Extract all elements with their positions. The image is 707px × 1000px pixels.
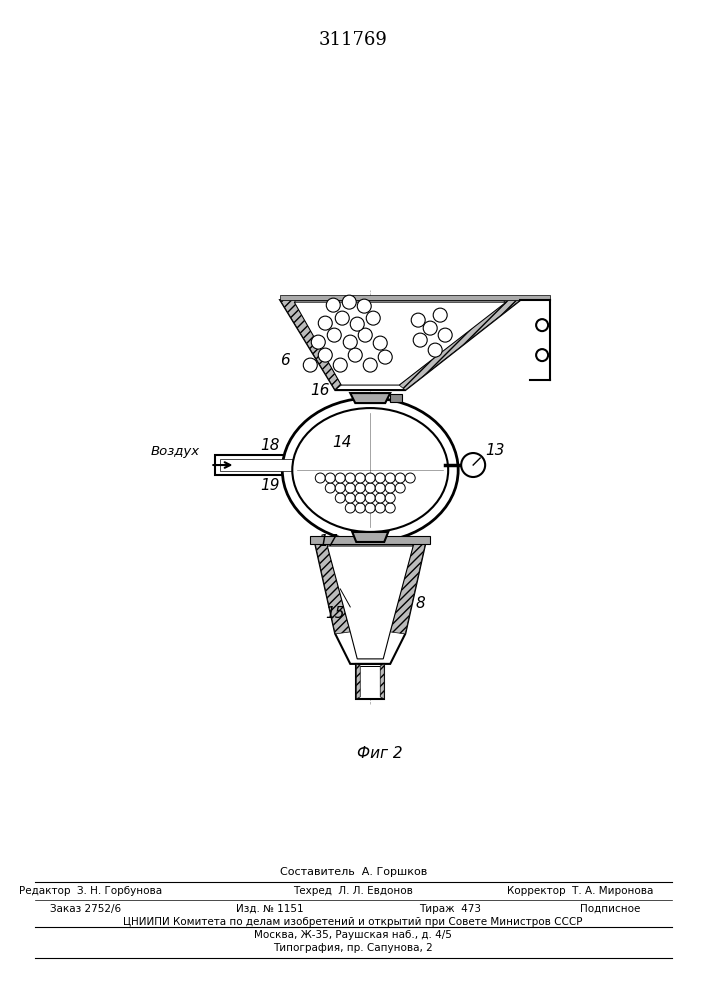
- Circle shape: [344, 335, 357, 349]
- Polygon shape: [380, 664, 384, 699]
- Circle shape: [355, 473, 366, 483]
- Polygon shape: [352, 532, 388, 542]
- Text: 19: 19: [261, 478, 280, 493]
- Circle shape: [335, 311, 349, 325]
- Text: Техред  Л. Л. Евдонов: Техред Л. Л. Евдонов: [293, 886, 413, 896]
- Bar: [390, 394, 402, 402]
- Circle shape: [375, 493, 385, 503]
- Circle shape: [357, 299, 371, 313]
- Circle shape: [355, 483, 366, 493]
- Circle shape: [358, 328, 372, 342]
- Text: Воздух: Воздух: [151, 445, 200, 458]
- Circle shape: [438, 328, 452, 342]
- Text: 18: 18: [261, 438, 280, 453]
- Circle shape: [345, 483, 355, 493]
- Circle shape: [536, 319, 548, 331]
- Circle shape: [325, 473, 335, 483]
- Circle shape: [335, 483, 345, 493]
- Text: Изд. № 1151: Изд. № 1151: [237, 904, 304, 914]
- Circle shape: [405, 473, 415, 483]
- Circle shape: [342, 295, 356, 309]
- Polygon shape: [315, 544, 350, 634]
- Ellipse shape: [282, 398, 458, 542]
- Text: 6: 6: [281, 353, 290, 368]
- Circle shape: [326, 298, 340, 312]
- Circle shape: [385, 483, 395, 493]
- Circle shape: [373, 336, 387, 350]
- Circle shape: [385, 493, 395, 503]
- Circle shape: [413, 333, 427, 347]
- Circle shape: [355, 503, 366, 513]
- Text: 15: 15: [325, 606, 345, 621]
- Text: ЦНИИПИ Комитета по делам изобретений и открытий при Совете Министров СССР: ЦНИИПИ Комитета по делам изобретений и о…: [124, 917, 583, 927]
- Circle shape: [433, 308, 448, 322]
- Polygon shape: [356, 664, 361, 699]
- Circle shape: [378, 350, 392, 364]
- Text: Москва, Ж-35, Раушская наб., д. 4/5: Москва, Ж-35, Раушская наб., д. 4/5: [255, 930, 452, 940]
- Circle shape: [350, 317, 364, 331]
- Circle shape: [385, 503, 395, 513]
- Polygon shape: [280, 300, 341, 390]
- Circle shape: [395, 483, 405, 493]
- Text: 14: 14: [332, 435, 352, 450]
- Circle shape: [315, 473, 325, 483]
- Circle shape: [366, 311, 380, 325]
- Polygon shape: [280, 295, 550, 300]
- Circle shape: [366, 493, 375, 503]
- Circle shape: [327, 328, 341, 342]
- Circle shape: [366, 503, 375, 513]
- Text: 8: 8: [415, 596, 425, 611]
- Text: 16: 16: [310, 383, 330, 398]
- Text: Типография, пр. Сапунова, 2: Типография, пр. Сапунова, 2: [274, 943, 433, 953]
- Circle shape: [411, 313, 425, 327]
- Text: 13: 13: [486, 443, 505, 458]
- Circle shape: [318, 348, 332, 362]
- Bar: [216, 455, 299, 475]
- Circle shape: [303, 358, 317, 372]
- Text: 17: 17: [319, 534, 338, 549]
- Circle shape: [366, 473, 375, 483]
- Circle shape: [318, 316, 332, 330]
- Circle shape: [366, 483, 375, 493]
- Circle shape: [355, 493, 366, 503]
- Polygon shape: [327, 546, 413, 659]
- Circle shape: [335, 493, 345, 503]
- Text: Подписное: Подписное: [580, 904, 641, 914]
- Circle shape: [375, 473, 385, 483]
- Text: Составитель  А. Горшков: Составитель А. Горшков: [280, 867, 427, 877]
- Text: Редактор  З. Н. Горбунова: Редактор З. Н. Горбунова: [19, 886, 162, 896]
- Bar: [356, 664, 384, 699]
- Circle shape: [428, 343, 442, 357]
- Polygon shape: [280, 300, 520, 390]
- Circle shape: [395, 473, 405, 483]
- Circle shape: [345, 473, 355, 483]
- Circle shape: [311, 335, 325, 349]
- Text: Фиг 2: Фиг 2: [358, 746, 403, 761]
- Circle shape: [461, 453, 485, 477]
- Circle shape: [375, 483, 385, 493]
- Ellipse shape: [292, 408, 448, 532]
- Circle shape: [325, 483, 335, 493]
- Circle shape: [385, 473, 395, 483]
- Bar: [310, 536, 430, 544]
- Polygon shape: [294, 302, 506, 385]
- Polygon shape: [315, 544, 425, 664]
- Circle shape: [349, 348, 362, 362]
- Circle shape: [345, 493, 355, 503]
- Text: Заказ 2752/6: Заказ 2752/6: [50, 904, 121, 914]
- Circle shape: [335, 473, 345, 483]
- Circle shape: [333, 358, 347, 372]
- Polygon shape: [390, 544, 425, 634]
- Polygon shape: [399, 300, 520, 390]
- Text: Корректор  Т. А. Миронова: Корректор Т. А. Миронова: [507, 886, 653, 896]
- Circle shape: [536, 349, 548, 361]
- Text: 311769: 311769: [319, 31, 387, 49]
- Polygon shape: [350, 393, 390, 403]
- Circle shape: [363, 358, 378, 372]
- Bar: [221, 459, 294, 471]
- Circle shape: [345, 503, 355, 513]
- Circle shape: [423, 321, 437, 335]
- Text: Тираж  473: Тираж 473: [419, 904, 481, 914]
- Circle shape: [375, 503, 385, 513]
